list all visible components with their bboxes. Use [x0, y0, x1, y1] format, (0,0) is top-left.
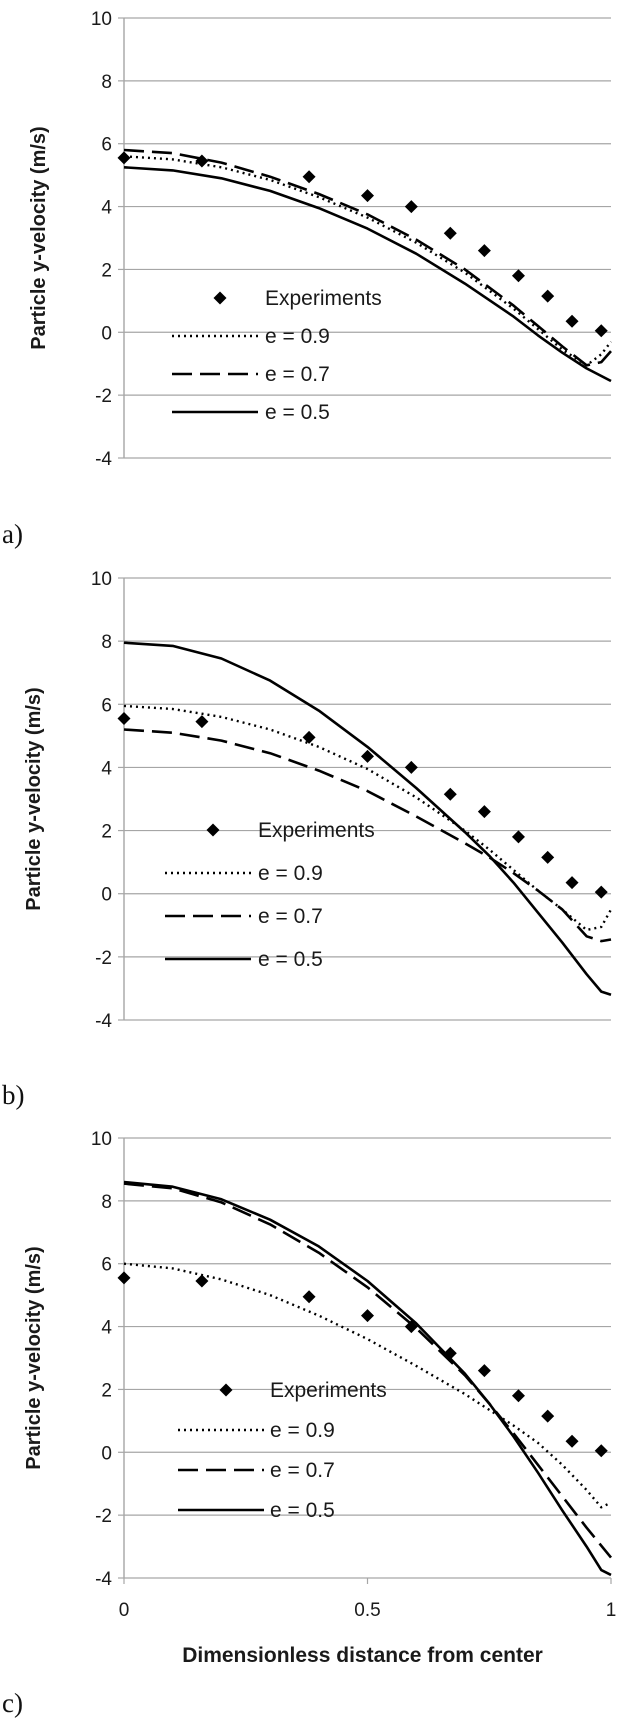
series-line-dotted	[123, 1262, 612, 1509]
y-tick-label: -4	[95, 1569, 112, 1590]
experiment-point	[565, 876, 579, 890]
legend-label: e = 0.9	[258, 862, 323, 885]
legend-label: e = 0.5	[265, 401, 330, 424]
x-tick-label: 0.5	[354, 1600, 380, 1621]
y-tick-label: 4	[101, 198, 112, 219]
experiment-point	[541, 850, 555, 864]
y-axis-label: Particle y-velocity (m/s)	[23, 1246, 45, 1469]
x-axis-label: Dimensionless distance from center	[182, 1644, 543, 1667]
series-line-solid	[123, 1180, 612, 1577]
y-tick-label: 2	[101, 822, 112, 843]
legend-label: e = 0.7	[258, 905, 323, 928]
legend-label: e = 0.9	[270, 1419, 335, 1442]
experiment-point	[511, 830, 525, 844]
experiment-point	[443, 787, 457, 801]
y-tick-label: 6	[101, 1255, 112, 1276]
legend-label: Experiments	[265, 287, 382, 310]
experiment-point	[117, 151, 131, 165]
y-tick-label: -2	[95, 386, 112, 407]
legend-label: e = 0.5	[258, 948, 323, 971]
y-tick-label: -2	[95, 1506, 112, 1527]
chart-panel-1: -4 -2 0 2 4 6 8 10 Particle y-velocity (m/s) a) Ex…	[2, 9, 612, 549]
experiment-point	[541, 1409, 555, 1423]
experiment-point	[565, 1434, 579, 1448]
x-tick-label: 1	[606, 1600, 617, 1621]
y-tick-label: 10	[91, 1129, 112, 1150]
series-line-solid	[123, 641, 612, 996]
experiment-point	[541, 289, 555, 303]
y-tick-label: 8	[101, 1192, 112, 1213]
panel-label: a)	[2, 519, 23, 549]
y-tick-label: 6	[101, 135, 112, 156]
experiment-point	[361, 1309, 374, 1323]
legend-label: Experiments	[270, 1379, 387, 1402]
y-tick-label: -4	[95, 1011, 112, 1032]
y-tick-label: 8	[101, 632, 112, 653]
experiment-point	[195, 154, 209, 168]
experiment-point	[594, 324, 608, 338]
y-tick-label: 0	[101, 323, 112, 344]
experiment-point	[361, 189, 374, 203]
y-axis-label: Particle y-velocity (m/s)	[28, 126, 50, 349]
experiment-point	[594, 1444, 608, 1458]
y-tick-label: 8	[101, 72, 112, 93]
experiment-point	[195, 715, 209, 729]
series-line-solid	[123, 166, 612, 383]
y-axis-label: Particle y-velocity (m/s)	[23, 687, 45, 910]
y-tick-label: -4	[95, 449, 112, 470]
y-tick-label: 6	[101, 695, 112, 716]
y-tick-label: 0	[101, 1443, 112, 1464]
legend-marker	[219, 1383, 233, 1397]
experiment-point	[404, 200, 418, 214]
experiment-point	[511, 1389, 525, 1403]
legend-marker	[213, 291, 227, 305]
legend-marker	[206, 823, 220, 837]
legend-label: e = 0.7	[270, 1459, 335, 1482]
series-line-dashed	[123, 728, 612, 943]
y-tick-label: 2	[101, 260, 112, 281]
experiment-point	[302, 1290, 316, 1304]
legend-label: Experiments	[258, 819, 375, 842]
experiment-point	[404, 760, 418, 774]
legend-label: e = 0.9	[265, 325, 330, 348]
experiment-point	[302, 730, 316, 744]
series-line-dotted	[123, 704, 613, 932]
experiment-point	[477, 805, 491, 819]
experiment-point	[302, 170, 316, 184]
y-tick-label: 10	[91, 9, 112, 30]
chart-panel-3: -4 -2 0 2 4 6 8 10 0 0.5 1 Particle y-velocity (m/s…	[2, 1129, 616, 1718]
y-tick-label: 2	[101, 1380, 112, 1401]
y-tick-label: 4	[101, 758, 112, 779]
experiment-point	[565, 314, 579, 328]
legend-label: e = 0.5	[270, 1499, 335, 1522]
chart-panel-2: -4 -2 0 2 4 6 8 10 Particle y-velocity (m/s) b) Ex…	[2, 569, 613, 1110]
experiment-point	[477, 1364, 491, 1378]
series-line-dotted	[123, 155, 612, 367]
experiment-point	[443, 226, 457, 240]
experiment-point	[511, 269, 525, 283]
panel-label: c)	[2, 1688, 23, 1718]
y-tick-label: 4	[101, 1318, 112, 1339]
experiment-point	[477, 244, 491, 258]
series-line-dashed	[123, 1182, 613, 1559]
experiment-point	[195, 1274, 209, 1288]
experiment-point	[594, 885, 608, 899]
y-tick-label: 10	[91, 569, 112, 590]
series-line-dashed	[123, 148, 612, 367]
panel-label: b)	[2, 1080, 25, 1110]
y-tick-label: 0	[101, 885, 112, 906]
experiment-point	[361, 749, 374, 763]
y-tick-label: -2	[95, 948, 112, 969]
experiment-point	[117, 711, 131, 725]
x-tick-label: 0	[119, 1600, 130, 1621]
experiment-point	[117, 1271, 131, 1285]
legend-label: e = 0.7	[265, 363, 330, 386]
